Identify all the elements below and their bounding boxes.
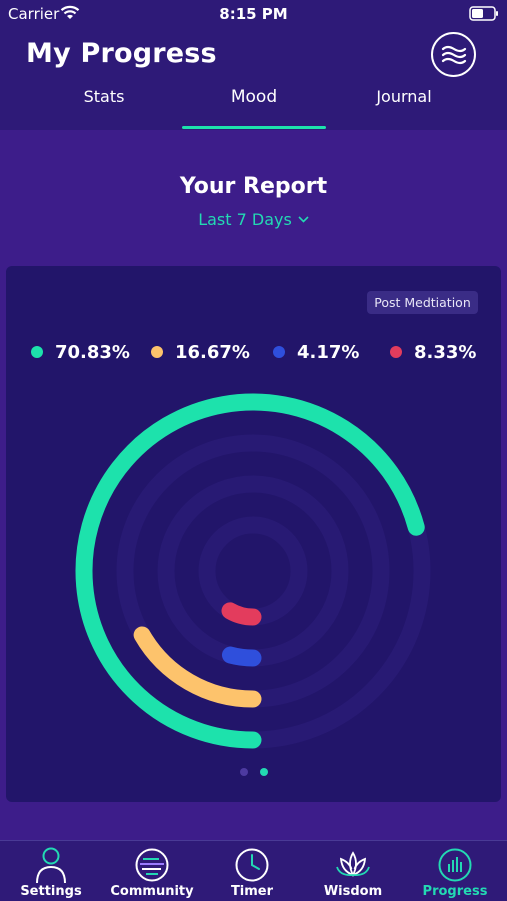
mood-ring-chart xyxy=(75,393,431,749)
tabbar-timer[interactable]: Timer xyxy=(202,841,302,901)
legend-dot xyxy=(273,346,285,358)
report-title: Your Report xyxy=(179,174,328,199)
tabbar-progress[interactable]: Progress xyxy=(405,841,505,901)
battery-icon xyxy=(469,6,498,21)
tabbar-label: Timer xyxy=(230,884,274,899)
legend-label: 4.17% xyxy=(297,341,360,363)
legend-label: 70.83% xyxy=(55,341,130,363)
wifi-icon xyxy=(60,5,80,19)
tabbar-label: Progress xyxy=(422,884,488,899)
clock: 8:15 PM xyxy=(219,5,288,23)
mood-arc-4 xyxy=(221,602,262,626)
globe-icon xyxy=(135,848,169,882)
mood-arc-3 xyxy=(221,646,262,667)
waves-button[interactable] xyxy=(431,32,476,77)
legend-dot xyxy=(31,346,43,358)
carrier-label: Carrier xyxy=(8,5,60,23)
bar-chart-icon xyxy=(438,848,472,882)
ring-track xyxy=(198,516,308,626)
page-dot-active[interactable] xyxy=(260,768,268,776)
waves-icon xyxy=(441,45,466,64)
mood-report-card: Post Medtiation 70.83% 16.67% 4.17% 8.33% xyxy=(6,266,501,802)
tabbar-settings[interactable]: Settings xyxy=(1,841,101,901)
page-title: My Progress xyxy=(26,38,217,69)
tab-journal[interactable]: Journal xyxy=(376,87,432,106)
date-range-label: Last 7 Days xyxy=(198,210,292,229)
tabbar-community[interactable]: Community xyxy=(102,841,202,901)
status-bar: Carrier 8:15 PM xyxy=(0,0,507,28)
tabbar-label: Community xyxy=(110,884,194,899)
bottom-tab-bar: Settings Community Timer Wisdom xyxy=(0,840,507,901)
legend-label: 8.33% xyxy=(414,341,477,363)
mood-arc-1 xyxy=(75,393,425,749)
post-meditation-badge[interactable]: Post Medtiation xyxy=(367,291,478,314)
header: Carrier 8:15 PM My Progress Stats Mood J… xyxy=(0,0,507,130)
date-range-select[interactable]: Last 7 Days xyxy=(0,208,507,229)
clock-icon xyxy=(235,848,269,882)
segment-tabs: Stats Mood Journal xyxy=(0,86,507,130)
legend-label: 16.67% xyxy=(175,341,250,363)
active-tab-indicator xyxy=(182,126,326,129)
legend-dot xyxy=(151,346,163,358)
legend-item: 8.33% xyxy=(390,341,476,363)
page-dot[interactable] xyxy=(240,768,248,776)
tabbar-label: Wisdom xyxy=(323,884,383,899)
tab-stats[interactable]: Stats xyxy=(83,87,125,106)
person-icon xyxy=(36,847,66,883)
legend-item: 70.83% xyxy=(31,341,130,363)
legend-item: 4.17% xyxy=(273,341,359,363)
tabbar-wisdom[interactable]: Wisdom xyxy=(303,841,403,901)
lotus-icon xyxy=(336,851,370,878)
legend-dot xyxy=(390,346,402,358)
legend-item: 16.67% xyxy=(151,341,250,363)
tabbar-label: Settings xyxy=(20,884,82,899)
mood-arc-2 xyxy=(133,626,262,708)
chevron-down-icon xyxy=(298,208,309,227)
tab-mood[interactable]: Mood xyxy=(230,87,278,107)
ring-track xyxy=(157,475,349,667)
